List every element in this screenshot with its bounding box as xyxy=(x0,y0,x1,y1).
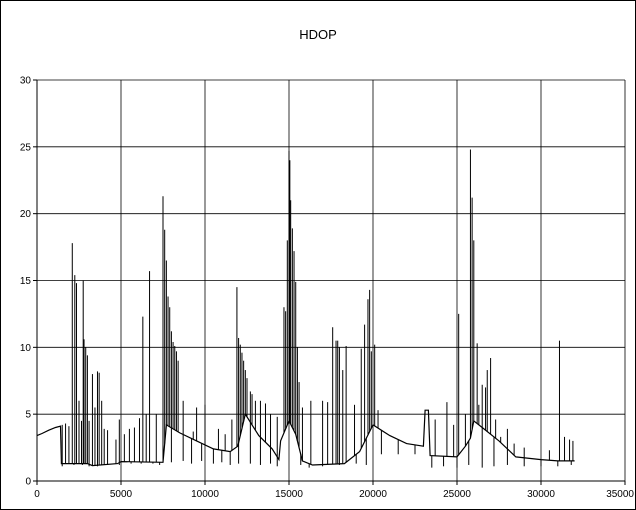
y-tick-label: 20 xyxy=(20,209,32,220)
chart-title: HDOP xyxy=(299,27,337,42)
y-tick-label: 10 xyxy=(20,343,32,354)
y-tick-label: 25 xyxy=(20,142,32,153)
series-baseline-line xyxy=(36,409,575,467)
gridlines xyxy=(36,79,626,482)
axes: 0 5 10 15 20 25 30 0 5000 10000 15000 20000 25000 300… xyxy=(20,76,635,501)
x-tick-label: 0 xyxy=(34,489,40,500)
x-tick-label: 25000 xyxy=(443,489,471,500)
y-tick-label: 15 xyxy=(20,276,32,287)
x-tick-label: 10000 xyxy=(191,489,219,500)
x-tick-label: 5000 xyxy=(110,489,133,500)
y-tick-label: 30 xyxy=(20,76,32,87)
x-tick-label: 35000 xyxy=(606,489,634,500)
x-tick-label: 30000 xyxy=(527,489,555,500)
x-tick-label: 20000 xyxy=(359,489,387,500)
y-tick-label: 5 xyxy=(25,410,31,421)
x-tick-label: 15000 xyxy=(275,489,303,500)
y-tick-label: 0 xyxy=(25,477,31,488)
plot-series xyxy=(36,149,575,468)
